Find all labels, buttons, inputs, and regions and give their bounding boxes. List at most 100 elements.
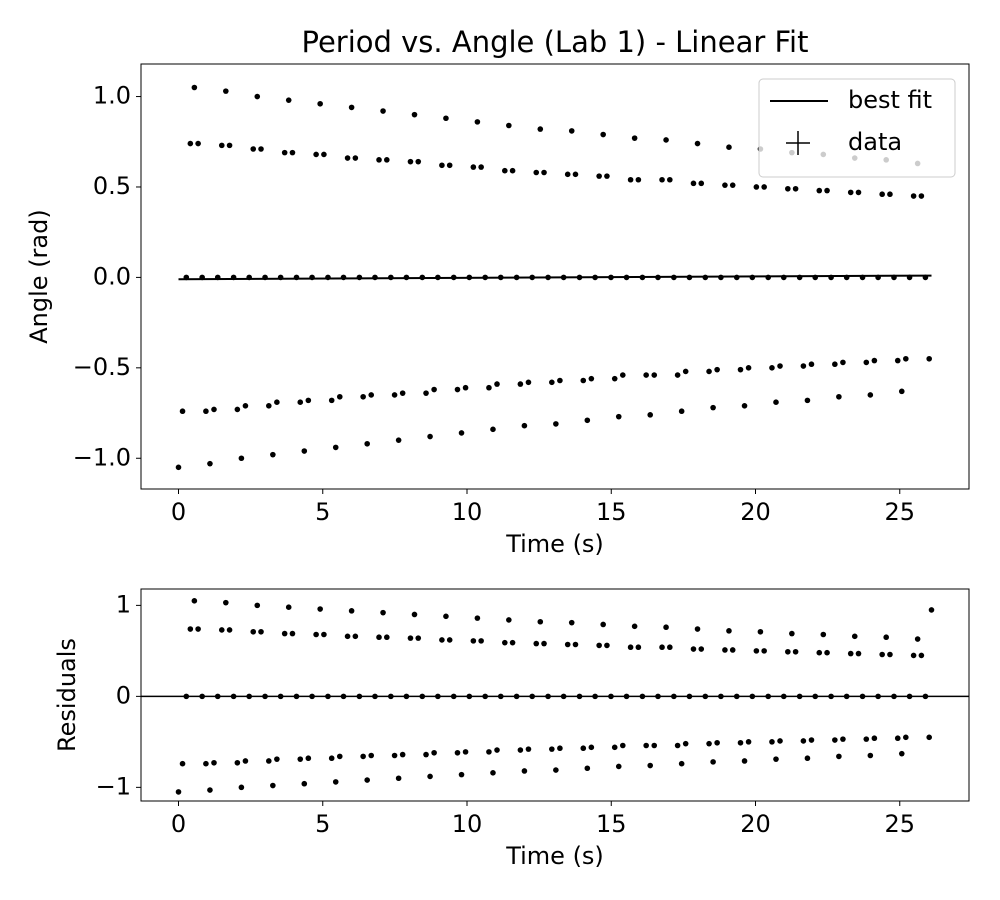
data-point: [211, 759, 217, 766]
data-point: [360, 393, 366, 400]
data-point: [686, 274, 693, 281]
data-point: [391, 392, 398, 398]
y-tick-label: −0.5: [73, 353, 131, 381]
data-point: [910, 193, 917, 199]
data-point: [655, 274, 661, 281]
data-point: [301, 780, 308, 787]
data-point: [305, 755, 312, 762]
data-point: [549, 746, 555, 752]
data-point: [785, 185, 791, 192]
data-point: [816, 649, 823, 656]
data-point: [737, 366, 744, 373]
data-point: [604, 642, 610, 649]
data-point: [812, 693, 819, 700]
data-point: [918, 652, 925, 659]
data-point: [207, 460, 213, 467]
data-point: [859, 274, 866, 281]
data-point: [777, 363, 783, 369]
data-point: [588, 375, 595, 382]
data-point: [592, 693, 598, 700]
data-point: [317, 100, 323, 107]
data-point: [671, 693, 677, 700]
data-point: [718, 274, 724, 281]
data-point: [789, 630, 795, 637]
data-point: [281, 630, 288, 637]
data-point: [580, 745, 587, 752]
legend-label: best fit: [848, 86, 932, 114]
data-point: [226, 142, 233, 149]
data-point: [928, 607, 935, 613]
data-point: [710, 404, 716, 411]
data-point: [435, 693, 441, 700]
data-point: [926, 355, 932, 362]
data-point: [454, 749, 461, 756]
data-point: [722, 182, 728, 188]
data-point: [395, 775, 402, 782]
data-point: [545, 274, 551, 281]
data-point: [792, 185, 799, 192]
data-point: [843, 693, 850, 700]
data-point: [765, 274, 772, 281]
data-point: [340, 274, 347, 281]
data-point: [183, 693, 190, 700]
data-point: [270, 782, 276, 789]
data-point: [686, 693, 693, 700]
data-point: [199, 693, 205, 700]
data-point: [250, 628, 257, 635]
data-point: [458, 771, 465, 778]
data-point: [258, 146, 264, 152]
data-point: [502, 167, 508, 174]
data-point: [879, 191, 885, 198]
data-point: [647, 412, 654, 418]
data-point: [454, 386, 461, 393]
data-point: [710, 759, 716, 765]
data-point: [757, 628, 764, 635]
data-point: [372, 693, 378, 700]
data-point: [211, 406, 217, 413]
data-point: [431, 749, 437, 756]
data-point: [388, 274, 394, 281]
chart-title: Period vs. Angle (Lab 1) - Linear Fit: [302, 25, 809, 59]
data-point: [254, 602, 261, 609]
data-point: [667, 644, 673, 651]
data-point: [506, 617, 512, 623]
y-axis-label: Angle (rad): [25, 209, 53, 343]
data-point: [325, 274, 331, 281]
data-point: [321, 631, 327, 638]
x-tick-label: 0: [171, 810, 186, 838]
data-point: [918, 193, 925, 199]
data-point: [399, 751, 406, 758]
data-point: [875, 693, 881, 700]
data-point: [631, 135, 638, 141]
data-point: [529, 693, 536, 700]
data-point: [796, 274, 803, 281]
data-point: [871, 357, 878, 364]
data-point: [596, 173, 602, 179]
data-point: [702, 274, 709, 281]
data-point: [671, 274, 677, 281]
data-point: [761, 648, 767, 654]
data-point: [588, 744, 595, 751]
data-point: [226, 627, 233, 633]
data-point: [230, 693, 237, 700]
data-point: [623, 693, 630, 700]
x-tick-label: 15: [596, 810, 627, 838]
data-point: [678, 760, 685, 767]
data-point: [380, 108, 386, 114]
data-point: [780, 274, 787, 281]
data-point: [887, 191, 893, 198]
data-point: [733, 274, 740, 281]
data-point: [313, 631, 319, 638]
data-point: [305, 397, 312, 404]
data-point: [277, 693, 284, 700]
data-point: [470, 638, 477, 644]
x-tick-label: 25: [884, 810, 915, 838]
data-point: [840, 359, 846, 366]
data-point: [218, 627, 225, 633]
data-point: [285, 604, 292, 610]
x-axis-label: Time (s): [505, 842, 604, 870]
x-tick-label: 20: [740, 498, 771, 526]
data-point: [769, 739, 775, 745]
data-point: [824, 649, 830, 656]
data-point: [446, 637, 453, 643]
